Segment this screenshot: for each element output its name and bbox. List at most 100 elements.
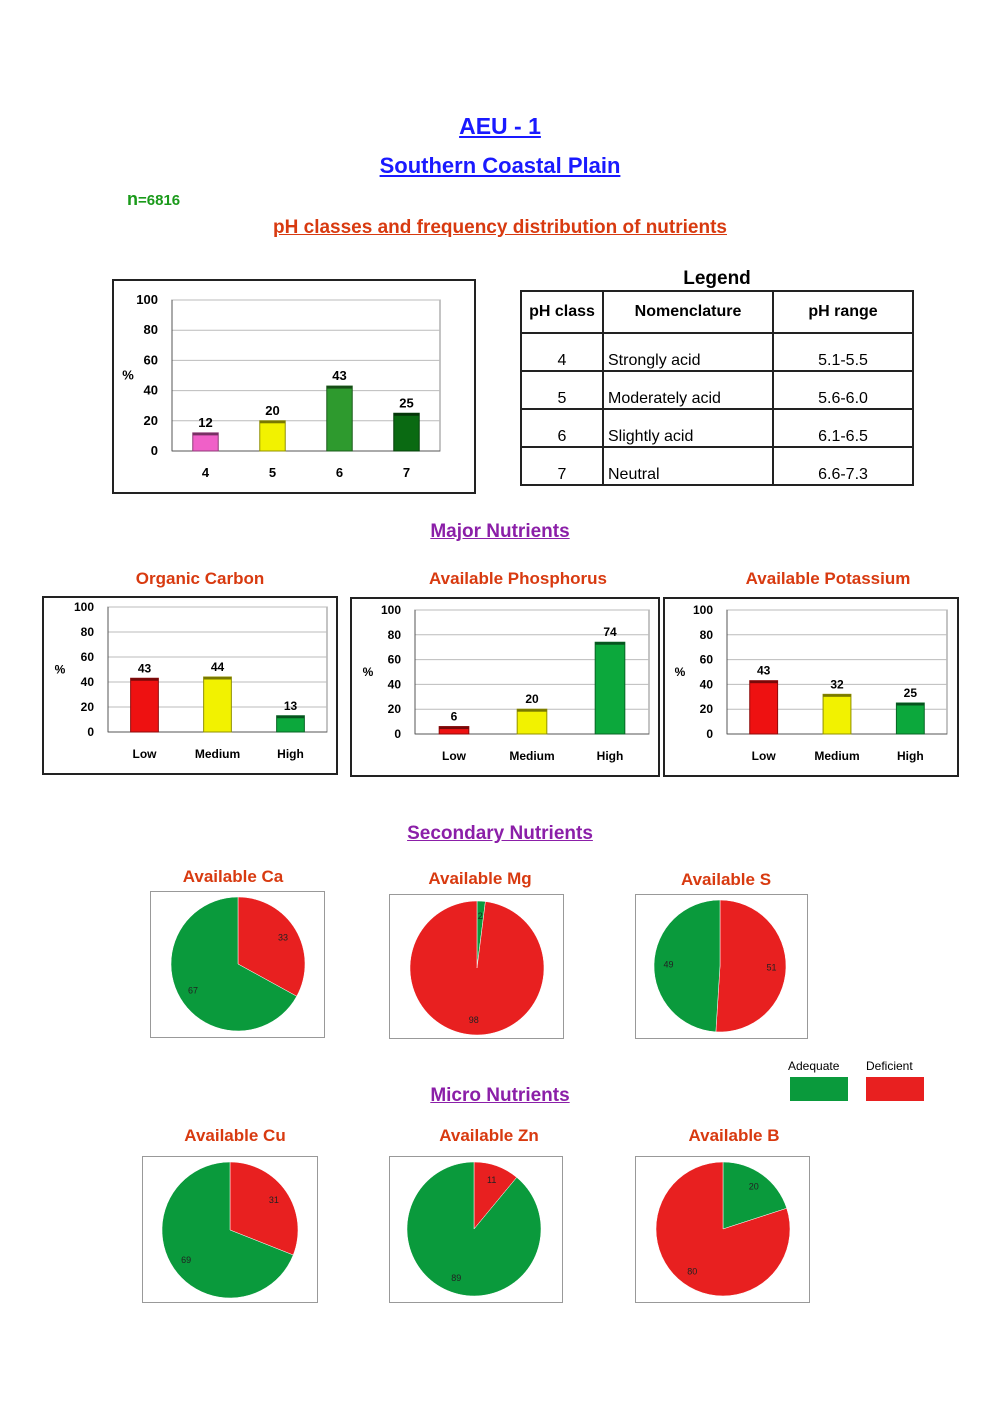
sample-count: n=6816 (127, 189, 180, 210)
y-tick-label: 100 (136, 292, 158, 307)
data-label: 44 (211, 660, 225, 674)
pie-slice (406, 1161, 542, 1297)
slice-label: 67 (188, 986, 198, 996)
pie-slice (161, 1161, 294, 1299)
x-tick-label: Low (752, 749, 777, 763)
potassium-chart: 0 20 40 60 80 100% 43 Low 32 Medium 25 High (675, 603, 948, 763)
legend-row: 7 Neutral 6.6-7.3 (520, 446, 914, 486)
legend-cell: 6.1-6.5 (772, 408, 914, 448)
phosphorus-title: Available Phosphorus (429, 569, 607, 588)
data-label: 43 (138, 661, 152, 675)
slice-label: 80 (687, 1266, 697, 1276)
bar (822, 693, 852, 735)
ca-title: Available Ca (182, 867, 284, 886)
bar-top-edge (326, 386, 353, 389)
x-tick-label: Medium (509, 749, 554, 763)
organic-carbon-chart: 0 20 40 60 80 100% 43 Low 44 Medium 13 High (55, 600, 328, 761)
y-tick-label: 80 (144, 322, 158, 337)
y-tick-label: 100 (74, 600, 94, 614)
ph-chart-frame: 0 20 40 60 80 100% 12 4 20 5 43 6 25 7 (112, 279, 476, 494)
deficient-legend-swatch (866, 1077, 924, 1101)
cu-frame: 31 69 (142, 1156, 318, 1303)
y-tick-label: 60 (81, 650, 95, 664)
y-tick-label: 20 (700, 702, 714, 716)
bar-top-edge (276, 715, 305, 719)
legend-header-cell: pH range (772, 290, 914, 334)
slice-label: 98 (469, 1015, 479, 1025)
legend-header-cell: pH class (520, 290, 604, 334)
y-tick-label: 20 (81, 700, 95, 714)
bar (393, 412, 420, 452)
bar-top-edge (749, 680, 778, 684)
y-tick-label: 20 (388, 702, 402, 716)
legend-cell: Slightly acid (602, 408, 774, 448)
page-title: AEU - 1 (459, 113, 541, 139)
x-tick-label: 5 (269, 465, 276, 480)
bar-top-edge (595, 642, 625, 645)
x-tick-label: 4 (202, 465, 210, 480)
b-title: Available B (688, 1126, 780, 1145)
bar-top-edge (192, 432, 219, 436)
y-tick-label: 40 (388, 677, 402, 691)
region-title: Southern Coastal Plain (379, 153, 621, 178)
bar-top-edge (896, 703, 925, 706)
y-axis-label: % (363, 665, 374, 679)
slice-label: 51 (766, 963, 776, 973)
legend-cell: 7 (520, 446, 604, 486)
bar (516, 708, 548, 735)
secondary-nutrients-heading: Secondary Nutrients (407, 823, 593, 844)
cu-pie-chart: 31 69 (161, 1161, 299, 1299)
pie-slice (170, 896, 298, 1032)
x-tick-label: High (277, 747, 304, 761)
mg-pie-chart: 2 98 (409, 900, 545, 1036)
pie-slice (722, 1161, 788, 1230)
bar (326, 385, 353, 452)
legend-cell: 5.6-6.0 (772, 370, 914, 410)
legend-cell: Moderately acid (602, 370, 774, 410)
deficient-legend-label: Deficient (866, 1059, 913, 1073)
y-tick-label: 80 (700, 628, 714, 642)
potassium-title: Available Potassium (745, 569, 911, 588)
slice-label: 49 (664, 959, 674, 969)
ca-frame: 33 67 (150, 891, 325, 1038)
bar-top-edge (393, 413, 420, 416)
slice-label: 2 (478, 911, 483, 921)
pie-slice (237, 896, 306, 997)
bar-top-edge (130, 678, 159, 681)
bar (203, 676, 232, 733)
y-tick-label: 40 (700, 677, 714, 691)
organic-carbon-frame: 0 20 40 60 80 100% 43 Low 44 Medium 13 High (42, 596, 338, 775)
legend-header-row: pH class Nomenclature pH range (520, 290, 914, 334)
bar (594, 641, 626, 735)
y-tick-label: 60 (144, 352, 158, 367)
data-label: 43 (757, 664, 771, 678)
x-tick-label: Medium (814, 749, 859, 763)
y-tick-label: 100 (693, 603, 713, 617)
x-tick-label: High (897, 749, 924, 763)
legend-cell: 4 (520, 332, 604, 372)
legend-cell: 6.6-7.3 (772, 446, 914, 486)
pie-slice (655, 1161, 791, 1297)
bar (192, 432, 219, 452)
potassium-frame: 0 20 40 60 80 100% 43 Low 32 Medium 25 High (663, 597, 959, 777)
slice-label: 69 (181, 1255, 191, 1265)
bar (749, 680, 779, 735)
data-label: 20 (525, 692, 539, 706)
y-tick-label: 0 (706, 727, 713, 741)
legend-title: Legend (683, 268, 751, 289)
zn-pie-chart: 11 89 (406, 1161, 542, 1297)
y-tick-label: 0 (394, 727, 401, 741)
legend-row: 5 Moderately acid 5.6-6.0 (520, 370, 914, 410)
mg-title: Available Mg (428, 869, 532, 888)
data-label: 13 (284, 699, 298, 713)
x-tick-label: Medium (195, 747, 240, 761)
data-label: 43 (332, 368, 346, 383)
bar-top-edge (517, 709, 547, 712)
micro-nutrients-heading: Micro Nutrients (430, 1085, 570, 1106)
y-tick-label: 20 (144, 413, 158, 428)
organic-carbon-title: Organic Carbon (135, 569, 265, 588)
x-tick-label: Low (442, 749, 467, 763)
legend-row: 4 Strongly acid 5.1-5.5 (520, 332, 914, 372)
bar-top-edge (203, 677, 232, 680)
